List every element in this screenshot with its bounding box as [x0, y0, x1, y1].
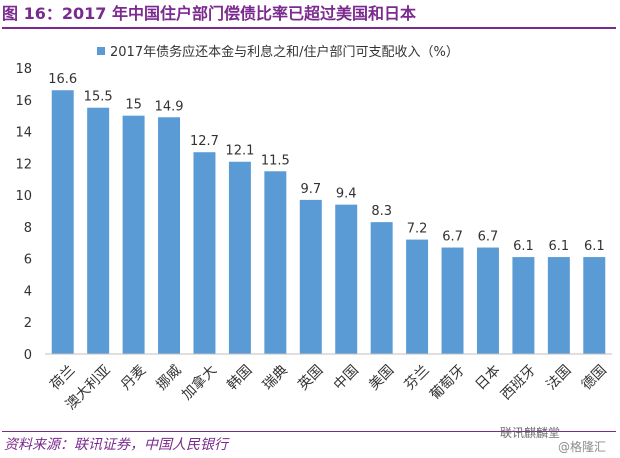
bar-chart: 2017年债务应还本金与利息之和/住户部门可支配收入（%） 0 2 4 6 8 10 12 1… [15, 44, 612, 413]
y-tick-label: 6 [24, 253, 32, 268]
y-tick-label: 12 [15, 157, 32, 172]
bar-value-label: 15.5 [84, 90, 113, 105]
x-tick-label: 德国 [579, 362, 610, 393]
bar [476, 247, 499, 354]
x-tick-label: 丹麦 [118, 362, 149, 393]
bar-value-label: 7.2 [407, 222, 428, 237]
bar-value-label: 14.9 [155, 99, 184, 114]
bar [299, 199, 322, 354]
y-tick-label: 18 [15, 62, 32, 77]
x-tick-label: 荷兰 [47, 362, 78, 393]
bar-value-label: 9.7 [300, 182, 321, 197]
x-tick-label: 西班牙 [498, 362, 539, 403]
legend-label: 2017年债务应还本金与利息之和/住户部门可支配收入（%） [110, 44, 459, 60]
chart-legend: 2017年债务应还本金与利息之和/住户部门可支配收入（%） [97, 44, 459, 60]
x-tick-label: 法国 [543, 362, 574, 393]
bar-value-label: 6.1 [549, 239, 570, 254]
x-tick-label: 中国 [331, 362, 362, 393]
x-tick-label: 加拿大 [178, 362, 220, 404]
watermark-handle: @格隆汇 [558, 440, 607, 454]
title-divider [2, 27, 616, 29]
bar-value-label: 11.5 [261, 153, 290, 168]
watermark-name: 联讯麒麟堂 [500, 426, 561, 440]
bar [335, 204, 358, 354]
x-tick-label: 美国 [366, 362, 397, 393]
y-axis: 0 2 4 6 8 10 12 14 16 18 [15, 62, 32, 363]
y-tick-label: 10 [15, 189, 32, 204]
bar [158, 117, 181, 354]
x-tick-label: 挪威 [154, 362, 185, 393]
bar [512, 257, 535, 354]
y-tick-label: 16 [15, 94, 32, 109]
bar [51, 90, 74, 354]
x-tick-label: 英国 [295, 362, 327, 394]
bar-value-label: 6.7 [442, 230, 463, 245]
y-tick-label: 14 [15, 126, 32, 141]
bar [547, 257, 570, 354]
source-divider [2, 431, 616, 432]
bar [193, 152, 216, 354]
y-tick-label: 8 [24, 221, 32, 236]
x-tick-label: 日本 [472, 362, 503, 393]
y-tick-label: 4 [24, 284, 32, 299]
x-tick-label: 瑞典 [260, 362, 291, 393]
x-tick-label: 葡萄牙 [427, 362, 468, 403]
bar-value-label: 15 [125, 98, 142, 113]
x-tick-label: 芬兰 [402, 362, 433, 393]
bar [370, 222, 393, 354]
watermark: 联讯麒麟堂 @格隆汇 [500, 426, 606, 454]
bar [87, 107, 110, 354]
bar [228, 161, 251, 354]
bar-value-label: 6.1 [584, 239, 605, 254]
bar-value-label: 16.6 [48, 72, 77, 87]
bar [264, 171, 287, 354]
x-tick-label: 韩国 [224, 362, 255, 393]
bar-series: 16.6 15.5 15 14.9 12.7 12.1 11.5 9.7 9.4 8.3 7.2 6.… [48, 72, 606, 355]
bar-value-label: 8.3 [371, 204, 392, 219]
y-tick-label: 0 [24, 348, 32, 363]
bar [441, 247, 464, 354]
bar [583, 257, 606, 354]
figure-title: 图 16：2017 年中国住户部门偿债比率已超过美国和日本 [2, 4, 416, 23]
bar [406, 239, 429, 354]
source-note: 资料来源：联讯证券，中国人民银行 [4, 437, 228, 453]
bar-value-label: 12.7 [190, 134, 219, 149]
bar-value-label: 9.4 [336, 187, 357, 202]
bar-value-label: 12.1 [225, 144, 254, 159]
bar-value-label: 6.7 [478, 230, 499, 245]
legend-swatch [97, 47, 105, 55]
bar-value-label: 6.1 [513, 239, 534, 254]
y-tick-label: 2 [24, 316, 32, 331]
bar [122, 115, 145, 355]
